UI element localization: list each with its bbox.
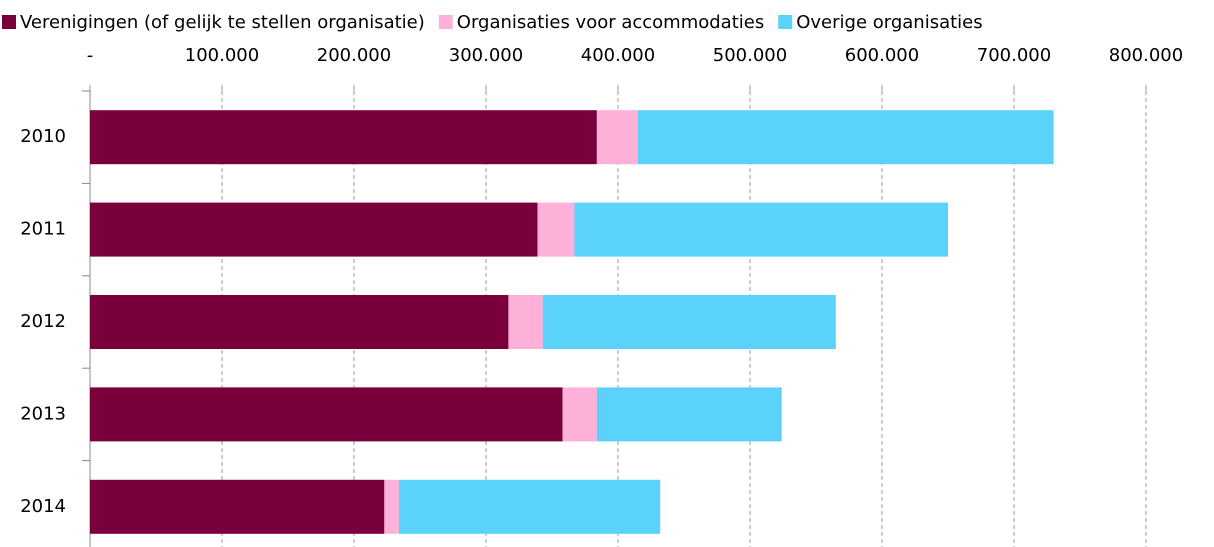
bar-segment xyxy=(384,479,399,534)
y-tick-label: 2011 xyxy=(20,219,66,240)
legend-label: Organisaties voor accommodaties xyxy=(457,12,764,33)
y-tick-label: 2012 xyxy=(20,311,66,332)
bar-segment xyxy=(90,387,563,442)
bar-segment xyxy=(537,202,575,257)
bar-segment xyxy=(90,295,509,349)
x-tick-label: 100.000 xyxy=(185,45,259,66)
legend-label: Verenigingen (of gelijk te stellen organ… xyxy=(20,12,425,33)
bar-segment xyxy=(542,295,836,349)
x-tick-label: - xyxy=(87,45,94,66)
bar-segment xyxy=(637,110,1054,165)
legend-swatch xyxy=(2,15,16,29)
y-tick-label: 2010 xyxy=(20,126,66,147)
legend-swatch xyxy=(778,15,793,29)
bar-segment xyxy=(90,110,597,165)
bar-segment xyxy=(90,479,385,534)
bar-segment xyxy=(508,295,543,349)
y-tick-label: 2013 xyxy=(20,403,66,424)
bar-segment xyxy=(596,110,638,165)
bar-segment xyxy=(562,387,597,442)
legend-label: Overige organisaties xyxy=(796,12,982,33)
x-tick-label: 400.000 xyxy=(581,45,655,66)
legend-swatch xyxy=(438,15,453,29)
x-tick-label: 300.000 xyxy=(449,45,523,66)
bar-segment xyxy=(596,387,782,442)
x-tick-label: 800.000 xyxy=(1109,45,1183,66)
x-tick-label: 200.000 xyxy=(317,45,391,66)
bar-segment xyxy=(90,202,538,257)
x-tick-label: 700.000 xyxy=(977,45,1051,66)
x-tick-label: 500.000 xyxy=(713,45,787,66)
x-tick-label: 600.000 xyxy=(845,45,919,66)
y-tick-label: 2014 xyxy=(20,496,66,517)
bar-segment xyxy=(398,479,661,534)
bar-segment xyxy=(574,202,948,257)
